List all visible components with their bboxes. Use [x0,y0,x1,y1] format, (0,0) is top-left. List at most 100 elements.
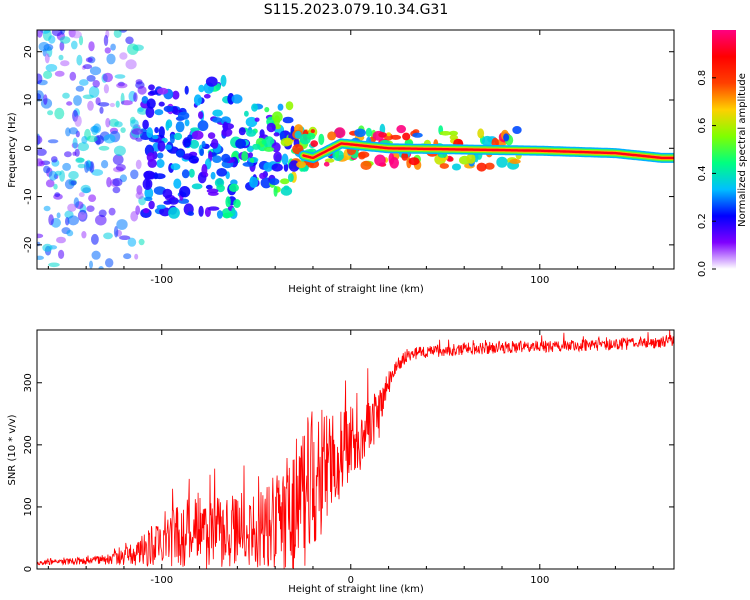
spectrogram-blob [235,138,247,149]
spectrogram-blob [86,135,98,143]
spectrogram-blob [115,164,126,171]
spectrogram-blob [127,43,139,55]
spectrogram-blob [193,94,202,106]
spectrogram-blob [244,110,249,117]
spectrogram-blob [157,87,169,95]
spectrogram-blob [283,137,293,146]
spectrogram-blob [269,178,280,186]
spectrogram-blob [37,135,43,145]
spectrogram-blob [114,74,126,79]
spectrogram-blob [130,211,139,222]
spectrogram-blob [166,119,173,129]
spectrogram-blob [131,128,144,135]
spectrogram-x-ticks: -100 100 [47,30,654,286]
spectrogram-blob [212,117,223,123]
colorbar-tick-label: 0.0 [697,261,708,277]
spectrogram-blob [62,92,70,99]
spectrogram-blob [103,232,113,240]
spectrogram-blob [45,179,55,188]
spectrogram-blob [134,253,139,260]
spectrogram-blob [189,139,200,149]
spectrogram-blob [75,157,85,163]
spectrogram-blob [37,233,44,239]
y-tick-label: 0 [23,566,34,572]
spectrogram-blob [89,260,93,269]
spectrogram-blob [121,100,133,106]
spectrogram-blob [58,54,64,61]
spectrogram-blob [56,212,61,219]
spectrogram-blob [51,30,63,37]
spectrogram-blob [388,152,395,165]
spectrogram-blob [88,41,95,52]
spectrogram-blob [273,185,278,197]
spectrogram-blob [220,74,227,87]
spectrogram-blob [211,138,219,149]
spectrogram-blob [68,171,79,180]
snr-y-ticks: 0 100 200 300 [23,373,674,572]
spectrogram-blob [245,116,258,128]
spectrogram-blob [159,207,172,217]
spectrogram-blob [69,71,77,81]
spectrogram-marks [37,30,674,269]
spectrogram-blob [365,127,372,137]
spectrogram-blob [106,53,116,65]
y-tick-label: -10 [23,188,34,204]
y-tick-label: -20 [23,237,34,253]
spectrogram-blob [60,60,70,67]
snr-panel: -100 0 100 0 100 200 300 Height of straight l… [7,329,675,595]
spectrogram-blob [288,173,294,183]
x-tick-label: 100 [530,275,549,286]
spectrogram-blob [77,142,90,152]
spectrogram-blob [106,177,112,188]
spectrogram-blob [187,134,193,141]
spectrogram-blob [277,103,284,111]
spectrogram-blob [264,107,270,113]
spectrogram-blob [86,75,96,82]
spectrogram-blob [220,116,231,125]
spectrogram-blob [37,73,43,85]
spectrogram-blob [401,152,409,161]
spectrogram-blob [108,118,119,127]
spectrogram-blob [263,146,275,152]
colorbar-tick-label: 0.6 [697,118,708,134]
spectrogram-blob [116,219,128,230]
spectrogram-blob [119,52,128,60]
spectrogram-blob [145,106,155,118]
spectrogram-blob [412,132,423,138]
spectrogram-blob [144,187,154,199]
spectrogram-blob [98,209,107,218]
spectrogram-blob [88,194,97,202]
colorbar-bar [712,30,736,269]
spectrogram-blob [215,83,221,91]
spectrogram-blob [135,159,142,170]
spectrogram-blob [142,178,153,191]
spectrogram-blob [184,119,190,127]
chart-title: S115.2023.079.10.34.G31 [264,2,449,18]
spectrogram-blob [98,266,104,269]
spectrogram-blob [91,250,101,260]
spectrogram-blob [254,117,260,122]
spectrogram-blob [37,148,47,156]
spectrogram-blob [323,161,330,167]
spectrogram-blob [37,93,41,101]
spectrogram-blob [248,152,253,159]
spectrogram-blob [241,151,249,162]
spectrogram-blob [439,131,452,136]
spectrogram-blob [509,159,521,164]
spectrogram-blob [146,98,156,109]
spectrogram-blob [76,54,83,66]
spectrogram-blob [98,145,110,151]
spectrogram-blob [43,94,48,105]
spectrogram-blob [138,238,145,246]
spectrogram-blob [127,237,137,247]
spectrogram-blob [71,40,78,50]
spectrogram-blob [105,258,114,268]
spectrogram-blob [47,110,54,116]
x-tick-label: 0 [348,575,354,586]
spectrogram-blob [449,130,458,136]
spectrogram-blob [386,132,392,137]
spectrogram-blob [175,149,185,157]
colorbar-tick-label: 0.4 [697,165,708,181]
spectrogram-blob [206,188,219,194]
spectrogram-blob [484,162,495,170]
